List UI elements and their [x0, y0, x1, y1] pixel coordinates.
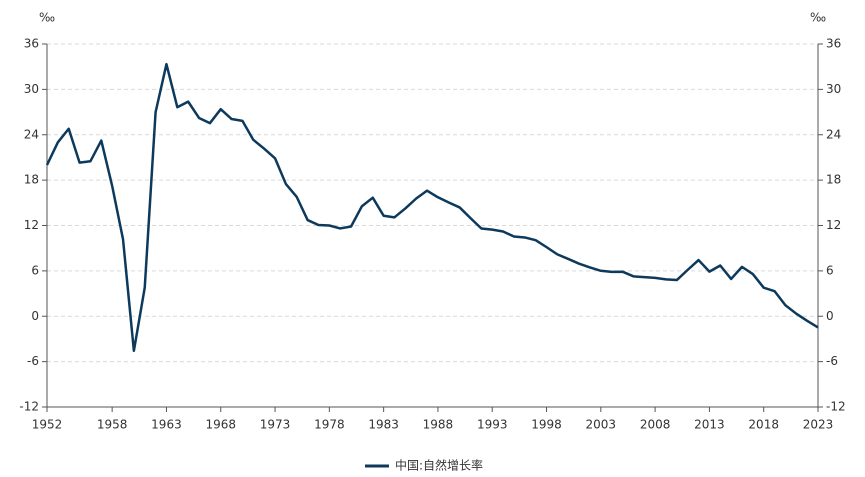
y-tick-label: 6: [31, 263, 39, 277]
y2-tick-label: 24: [826, 127, 841, 141]
y2-tick-label: 30: [826, 82, 841, 96]
x-tick-label: 1963: [151, 418, 182, 432]
y-tick-label: 24: [24, 127, 39, 141]
y-tick-label: 36: [24, 37, 39, 51]
y-tick-label: 0: [31, 309, 39, 323]
y2-tick-label: -6: [826, 354, 838, 368]
legend-label: 中国:自然增长率: [395, 458, 483, 473]
x-tick-label: 1973: [260, 418, 291, 432]
x-tick-label: 1978: [314, 418, 345, 432]
x-tick-label: 1998: [531, 418, 562, 432]
y2-tick-label: 36: [826, 37, 841, 51]
y-tick-label: 12: [24, 218, 39, 232]
x-tick-label: 1958: [97, 418, 128, 432]
y-tick-label: 30: [24, 82, 39, 96]
data-line: [45, 62, 819, 353]
y2-tick-label: 12: [826, 218, 841, 232]
x-tick-label: 2003: [586, 418, 617, 432]
y-unit: ‰: [39, 11, 55, 25]
y2-tick-label: 6: [826, 263, 834, 277]
x-tick-label: 2023: [803, 418, 834, 432]
x-tick-label: 1993: [477, 418, 508, 432]
x-tick-label: 2013: [694, 418, 725, 432]
y2-tick-label: 18: [826, 173, 841, 187]
x-tick-label: 2008: [640, 418, 671, 432]
x-tick-label: 1988: [423, 418, 454, 432]
y2-tick-label: -12: [826, 400, 846, 414]
x-tick-label: 1952: [32, 418, 63, 432]
y-tick-label: -12: [19, 400, 39, 414]
y-tick-label: -6: [27, 354, 39, 368]
x-tick-label: 2018: [748, 418, 779, 432]
y2-unit: ‰: [810, 11, 826, 25]
y2-tick-label: 0: [826, 309, 834, 323]
x-tick-label: 1968: [205, 418, 236, 432]
x-tick-label: 1983: [368, 418, 399, 432]
y-tick-label: 18: [24, 173, 39, 187]
